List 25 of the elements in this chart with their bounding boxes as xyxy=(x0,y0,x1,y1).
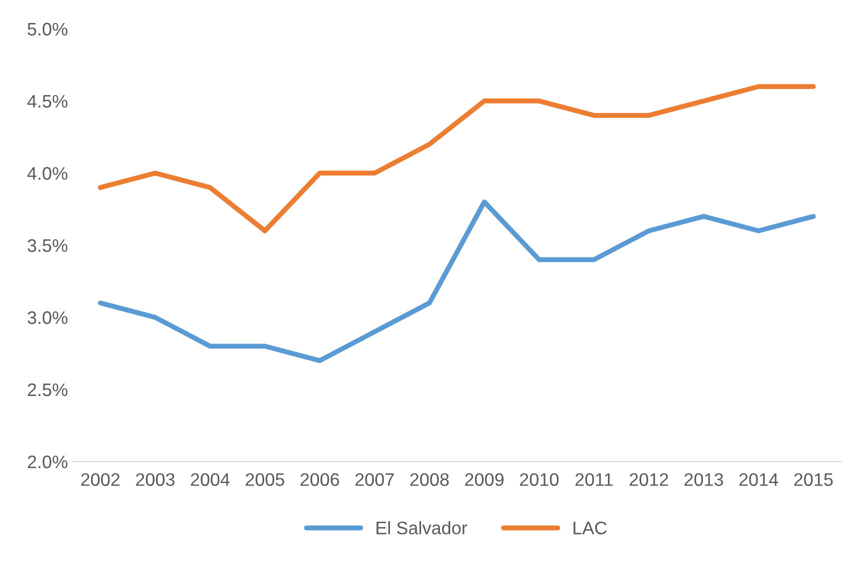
x-tick-label: 2007 xyxy=(355,473,394,486)
x-tick-label: 2009 xyxy=(465,473,504,486)
x-tick-label: 2012 xyxy=(630,473,668,486)
x-tick-label: 2011 xyxy=(576,473,613,486)
y-tick-label: 2.0% xyxy=(28,456,68,468)
y-tick-label: 3.0% xyxy=(28,311,68,324)
x-tick-label: 2004 xyxy=(190,473,230,486)
y-tick-label: 4.5% xyxy=(27,94,68,108)
x-tick-label: 2008 xyxy=(410,473,449,486)
x-tick-label: 2005 xyxy=(246,473,284,486)
y-tick-label: 3.5% xyxy=(28,239,68,252)
line-series xyxy=(98,200,816,364)
y-tick-label: 5.0% xyxy=(28,22,68,36)
x-tick-label: 2010 xyxy=(520,473,559,486)
x-tick-label: 2015 xyxy=(794,473,833,486)
y-tick-label: 2.5% xyxy=(28,383,68,396)
x-tick-label: 2003 xyxy=(136,473,174,486)
x-tick-label: 2013 xyxy=(684,473,724,486)
line-series xyxy=(98,84,816,234)
x-tick-label: 2014 xyxy=(739,473,778,486)
legend-label: El Salvador xyxy=(376,521,468,534)
legend-label: LAC xyxy=(574,522,607,534)
y-tick-label: 4.0% xyxy=(27,167,68,180)
x-tick-label: 2002 xyxy=(81,473,120,486)
x-tick-label: 2006 xyxy=(300,473,340,486)
